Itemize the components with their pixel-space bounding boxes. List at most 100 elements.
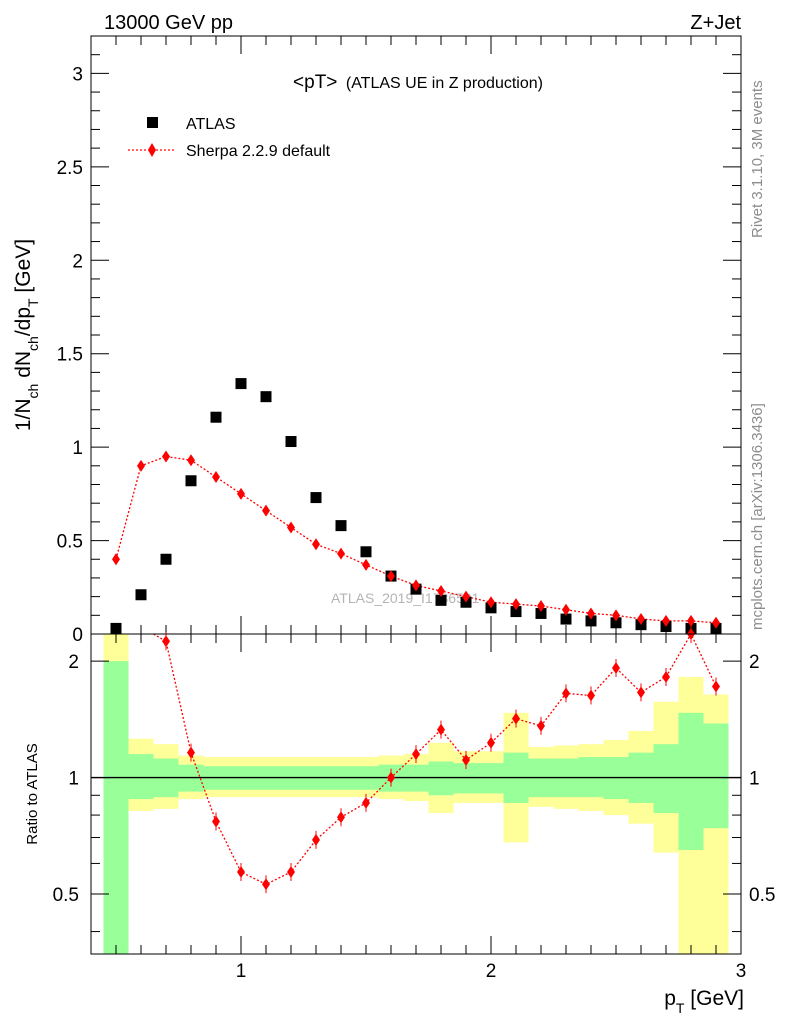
legend-atlas-label: ATLAS [186,116,236,133]
stat-uncertainty-band [653,744,679,813]
sherpa-point [712,616,720,629]
plot-title: <pT> (ATLAS UE in Z production) [293,72,543,93]
title-sub: (ATLAS UE in Z production) [346,75,543,92]
sherpa-point [587,607,595,620]
sherpa-point [337,547,345,560]
top-x-ticks [115,36,717,634]
atlas-point [310,492,322,504]
stat-uncertainty-band [428,761,454,796]
ratio-sherpa-point [437,723,445,736]
rivet-version-label: Rivet 3.1.10, 3M events [749,80,766,238]
top-y-tick-label: 0.5 [57,532,83,553]
ratio-y-ticks: 0.5 0.5 1 1 2 2 [53,652,775,933]
top-y-tick-label: 0 [72,625,83,646]
legend-atlas-marker [147,117,158,128]
sherpa-point [137,459,145,472]
sherpa-point [162,450,170,463]
sherpa-point [612,609,620,622]
sherpa-point [487,596,495,609]
ratio-sherpa-point [587,689,595,702]
atlas-point [585,615,597,627]
stat-uncertainty-band [103,661,129,954]
uncertainty-bands [103,634,729,954]
atlas-point [510,606,522,618]
top-y-axis-label: 1/Nch dNch/dpT [GeV] [12,239,41,431]
ratio-sherpa-point [487,736,495,749]
ratio-y-tick-label-right: 0.5 [749,885,775,906]
sherpa-point [312,538,320,551]
title-main: <pT> [293,72,337,93]
ratio-sherpa-point [412,748,420,761]
x-tick-label: 1 [236,961,247,982]
ratio-sherpa-point [612,661,620,674]
sherpa-point [537,599,545,612]
ratio-sherpa-point [337,811,345,824]
ratio-sherpa-point [162,635,170,648]
sherpa-point [662,614,670,627]
sherpa-point [637,613,645,626]
atlas-point [535,607,547,619]
top-y-ticks: 0 0.5 1 1.5 2 2.5 3 [57,54,741,646]
ratio-sherpa-point [387,771,395,784]
sherpa-points [112,450,720,629]
energy-label: 13000 GeV pp [104,12,233,34]
sherpa-point [462,590,470,603]
sherpa-point [512,598,520,611]
x-tick-label: 2 [486,961,497,982]
ratio-y-tick-label: 0.5 [53,885,79,906]
atlas-point [435,594,447,606]
sherpa-point [262,504,270,517]
sherpa-point [437,585,445,598]
ratio-sherpa-point [462,754,470,767]
analysis-watermark: ATLAS_2019_I1736531 [331,590,480,606]
sherpa-point [412,579,420,592]
ratio-sherpa-line [153,634,717,886]
atlas-point [185,475,197,487]
top-y-tick-label: 2 [72,251,83,272]
ratio-panel-frame [90,633,742,955]
atlas-point [135,589,147,601]
ratio-y-axis-label: Ratio to ATLAS [24,743,41,844]
sherpa-point [562,603,570,616]
ratio-sherpa-point [362,796,370,809]
mcplots-label: mcplots.cern.ch [arXiv:1306.3436] [749,403,766,630]
ratio-sherpa-point [312,833,320,846]
sherpa-point [362,558,370,571]
atlas-point [260,391,272,403]
top-y-tick-label: 3 [72,64,83,85]
ratio-y-tick-label-right: 2 [749,652,760,673]
ratio-sherpa-point [187,746,195,759]
ratio-panel: 0.5 0.5 1 1 2 2 1 2 3 Ratio to ATLAS pT [GeV] [24,625,775,1016]
atlas-point [560,613,572,625]
process-label: Z+Jet [690,12,741,34]
top-y-tick-label: 1 [72,438,83,459]
ratio-sherpa-point [287,866,295,879]
main-panel: 0 0.5 1 1.5 2 2.5 3 ATLAS_2019_I1736531 <pT> (… [12,35,742,646]
ratio-sherpa-point [262,878,270,891]
atlas-point [360,546,372,558]
sherpa-point [237,487,245,500]
sherpa-point [687,614,695,627]
ratio-sherpa-point [637,686,645,699]
stat-uncertainty-band [128,754,154,800]
sherpa-point [112,553,120,566]
stat-uncertainty-band [703,723,729,829]
atlas-point [335,520,347,532]
ratio-sherpa-point [237,866,245,879]
sherpa-point [287,521,295,534]
top-y-tick-label: 1.5 [57,345,83,366]
ratio-sherpa-point [537,719,545,732]
legend-sherpa-marker [148,143,156,157]
atlas-point [285,436,297,448]
top-y-tick-label: 2.5 [57,158,83,179]
atlas-point [235,378,247,390]
ratio-y-tick-label: 2 [68,652,79,673]
ratio-sherpa-point [712,680,720,693]
legend-sherpa-label: Sherpa 2.2.9 default [186,143,331,160]
x-tick-label: 3 [736,961,747,982]
ratio-sherpa-curve [153,634,717,886]
ratio-sherpa-point [662,670,670,683]
ratio-sherpa-point [562,687,570,700]
x-axis-label: pT [GeV] [664,987,744,1016]
